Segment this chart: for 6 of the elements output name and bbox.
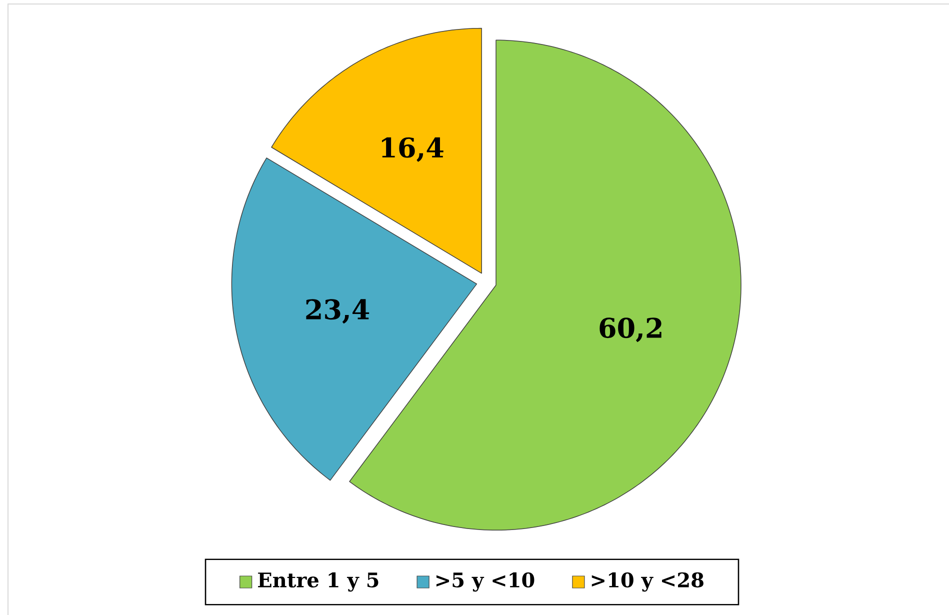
data-label: 16,4 bbox=[382, 137, 444, 162]
legend-label: Entre 1 y 5 bbox=[258, 572, 378, 592]
legend-label: >5 y <10 bbox=[436, 572, 534, 592]
data-label: 60,2 bbox=[600, 318, 662, 342]
data-label: 23,4 bbox=[306, 299, 370, 324]
legend-label: >10 y <28 bbox=[592, 572, 704, 592]
